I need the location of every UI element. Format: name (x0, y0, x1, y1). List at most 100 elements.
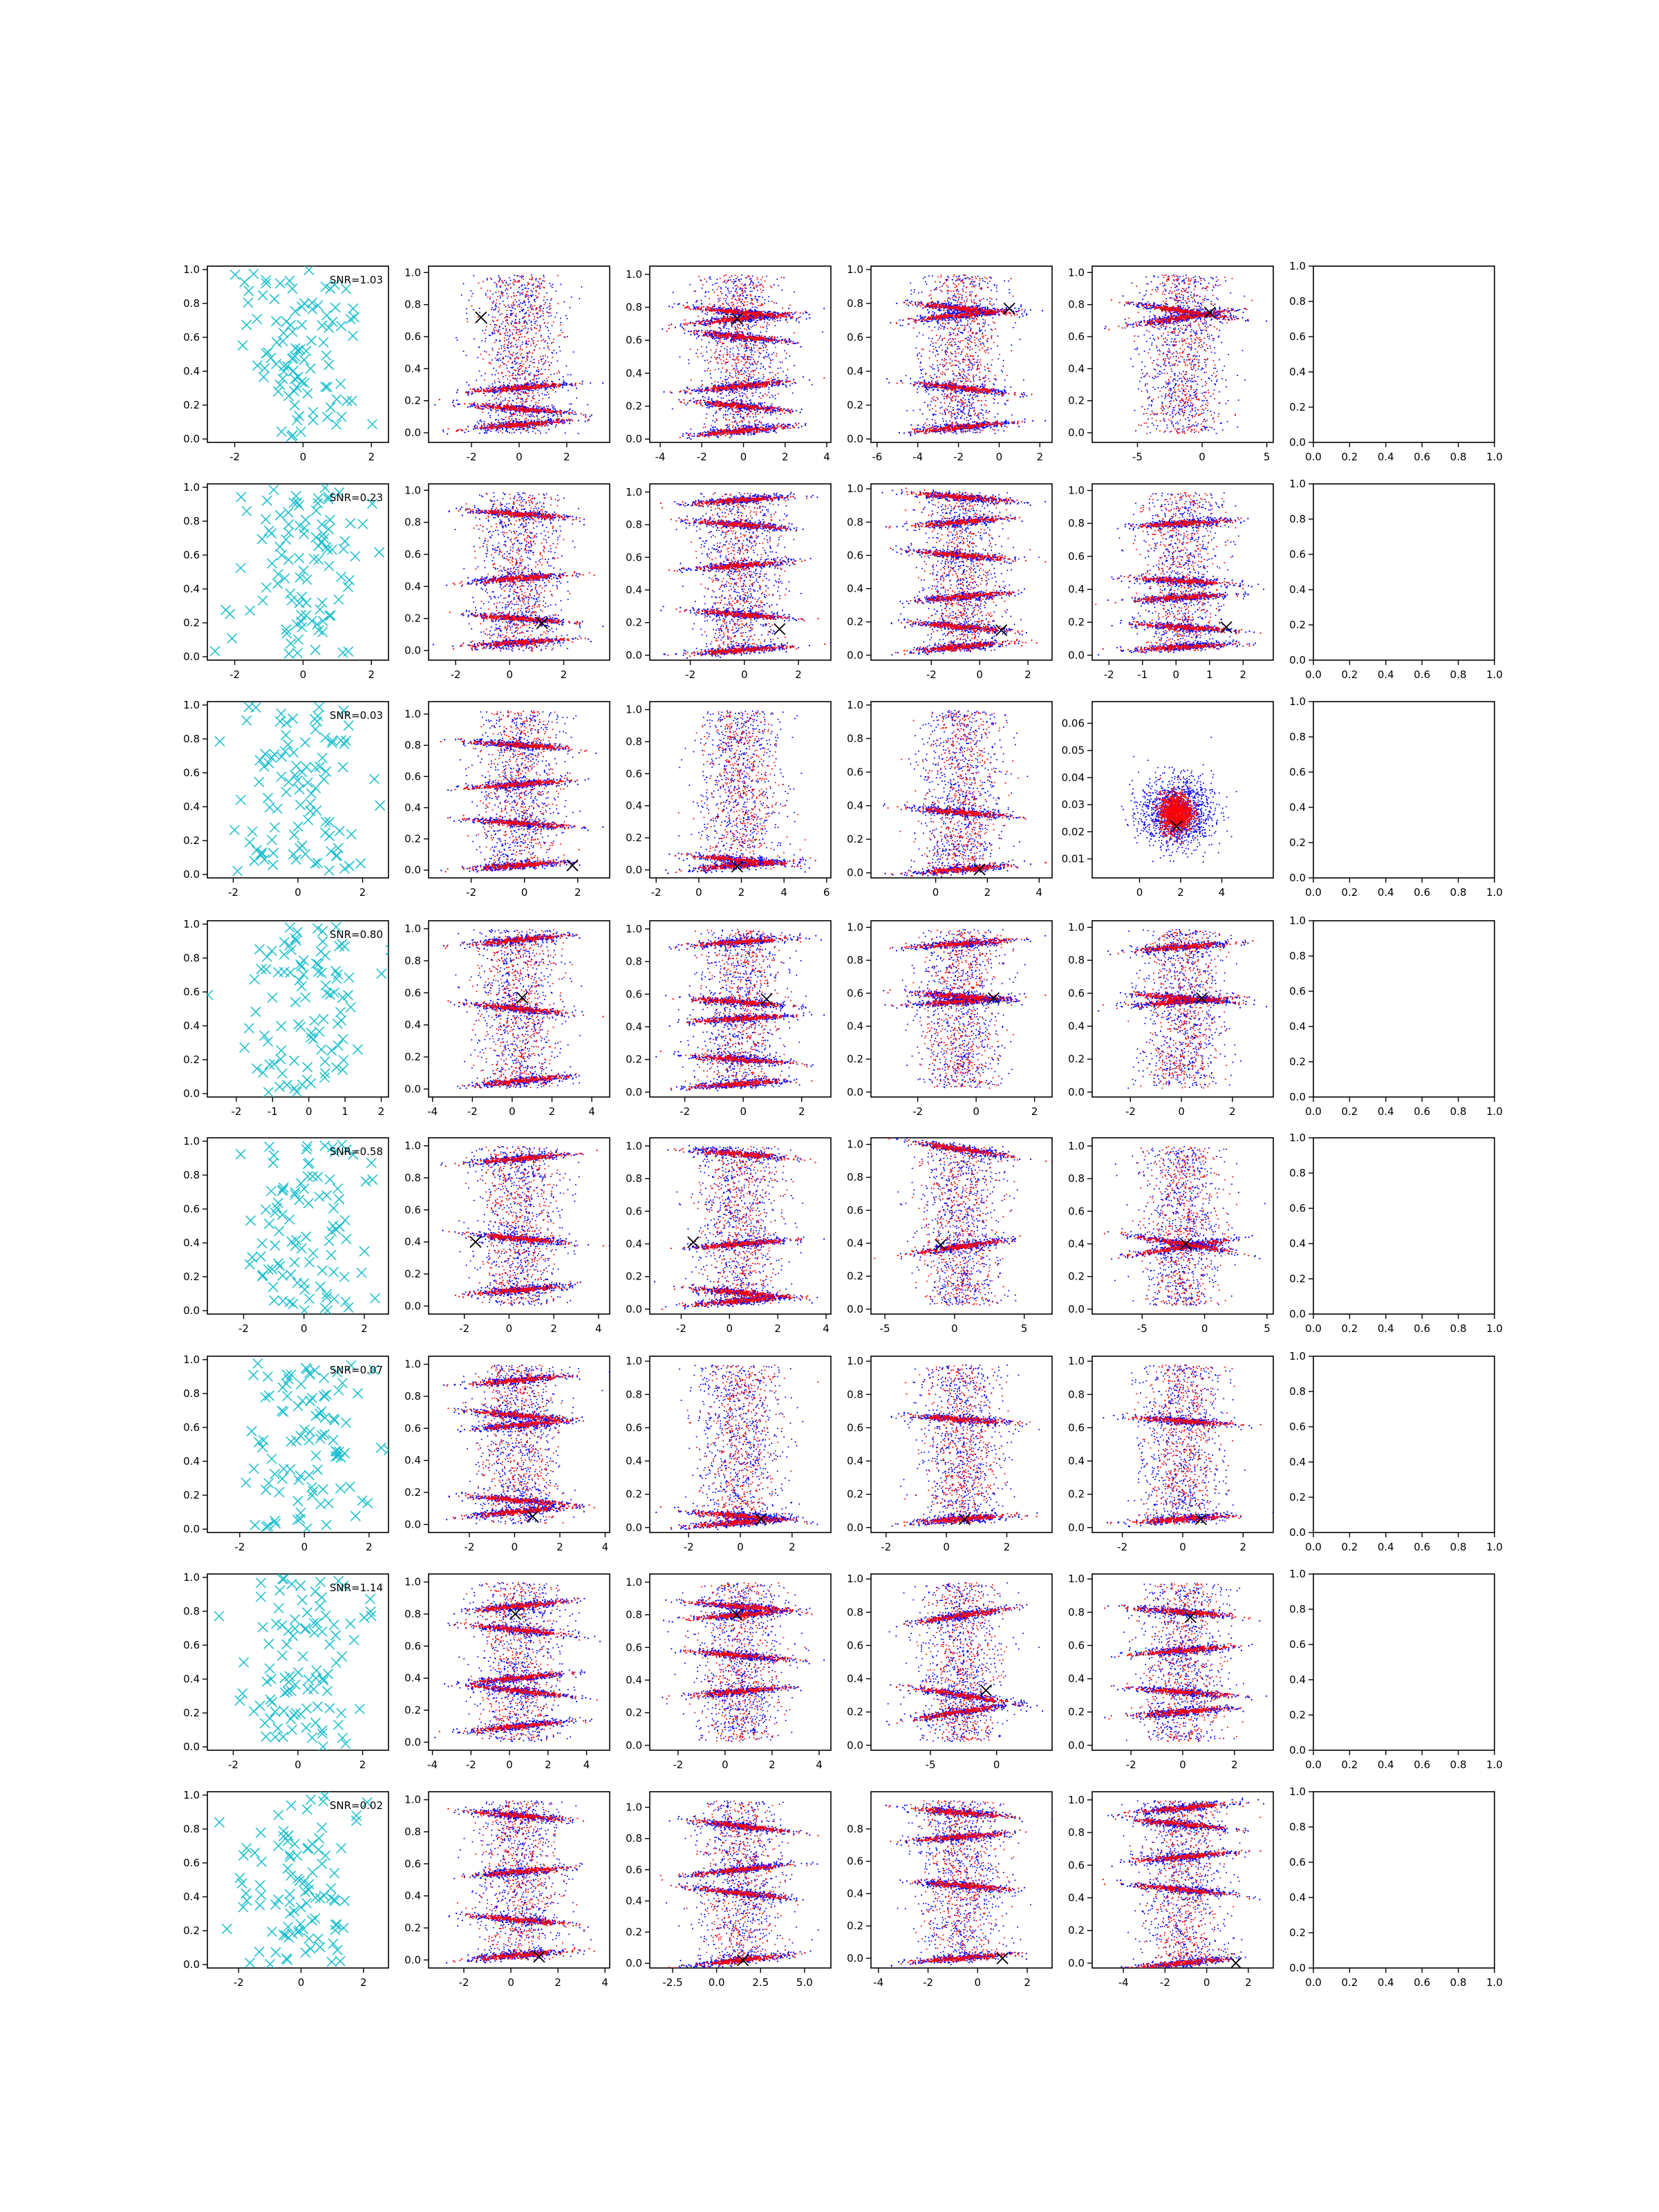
noise-marker (253, 361, 263, 371)
blue-point (712, 427, 713, 428)
red-point (738, 362, 740, 363)
blue-point (552, 325, 553, 326)
red-point (525, 399, 527, 400)
blue-point (494, 327, 496, 328)
red-point (715, 418, 717, 420)
red-point (547, 384, 548, 385)
red-point (715, 369, 716, 371)
red-point (507, 316, 508, 317)
red-point (492, 425, 494, 427)
red-point (523, 364, 524, 365)
red-point (767, 395, 768, 396)
red-point (500, 409, 502, 411)
blue-point (506, 288, 507, 290)
blue-point (541, 409, 543, 410)
blue-point (747, 433, 748, 434)
blue-point (693, 398, 694, 400)
red-point (475, 406, 476, 408)
red-point (540, 373, 541, 375)
red-point (510, 359, 512, 360)
blue-point (528, 366, 529, 368)
red-point (718, 402, 720, 403)
blue-point (509, 335, 511, 336)
blue-point (527, 288, 529, 290)
blue-point (509, 412, 511, 413)
blue-point (497, 352, 498, 353)
y-tick-label: 0.6 (404, 330, 421, 343)
red-point (748, 425, 749, 427)
blue-point (719, 299, 720, 301)
blue-point (742, 424, 744, 426)
red-point (715, 349, 717, 350)
red-point (763, 405, 765, 406)
blue-point (554, 409, 556, 410)
red-point (489, 354, 490, 355)
red-point (495, 412, 496, 413)
y-tick-label: 0.0 (626, 433, 642, 445)
blue-point (717, 279, 718, 280)
red-point (558, 420, 559, 421)
blue-point (472, 393, 474, 394)
blue-point (769, 366, 771, 368)
red-point (522, 292, 523, 293)
blue-point (473, 309, 474, 310)
blue-point (503, 376, 504, 377)
blue-point (704, 360, 706, 362)
blue-point (747, 427, 748, 428)
blue-point (792, 411, 794, 412)
blue-point (546, 307, 547, 308)
blue-point (789, 424, 790, 425)
red-point (760, 427, 761, 428)
blue-point (563, 301, 565, 303)
blue-point (732, 391, 733, 393)
blue-point (762, 377, 764, 379)
red-point (525, 341, 527, 342)
blue-point (527, 299, 529, 300)
red-point (738, 402, 739, 404)
red-point (482, 358, 484, 359)
red-point (543, 297, 545, 298)
red-point (544, 386, 545, 387)
red-point (509, 421, 510, 422)
blue-point (736, 368, 738, 370)
blue-point (523, 309, 525, 310)
blue-point (527, 431, 529, 433)
blue-point (538, 281, 539, 283)
blue-point (519, 415, 521, 416)
blue-point (758, 282, 759, 283)
blue-point (735, 341, 737, 342)
red-point (498, 310, 500, 311)
blue-point (506, 293, 507, 294)
red-point (755, 370, 756, 371)
red-point (745, 362, 747, 364)
blue-point (758, 356, 760, 357)
blue-point (496, 430, 497, 431)
red-point (540, 356, 541, 357)
blue-point (505, 326, 506, 327)
red-point (536, 423, 538, 424)
blue-point (565, 365, 567, 366)
blue-point (518, 422, 520, 423)
blue-point (770, 362, 771, 364)
blue-point (579, 298, 580, 299)
blue-point (739, 343, 740, 344)
red-point (532, 353, 533, 354)
red-point (529, 350, 530, 352)
red-point (497, 388, 498, 389)
blue-point (672, 409, 673, 410)
blue-point (529, 294, 531, 296)
blue-point (543, 348, 545, 349)
blue-point (747, 326, 749, 328)
red-point (508, 416, 509, 418)
blue-point (776, 432, 777, 433)
blue-point (562, 385, 563, 386)
blue-point (585, 421, 586, 422)
blue-point (713, 427, 715, 428)
blue-point (701, 303, 702, 305)
blue-point (495, 304, 496, 306)
red-point (771, 408, 773, 409)
blue-point (769, 357, 770, 359)
blue-point (743, 417, 744, 418)
blue-point (715, 413, 716, 414)
blue-point (468, 299, 469, 301)
